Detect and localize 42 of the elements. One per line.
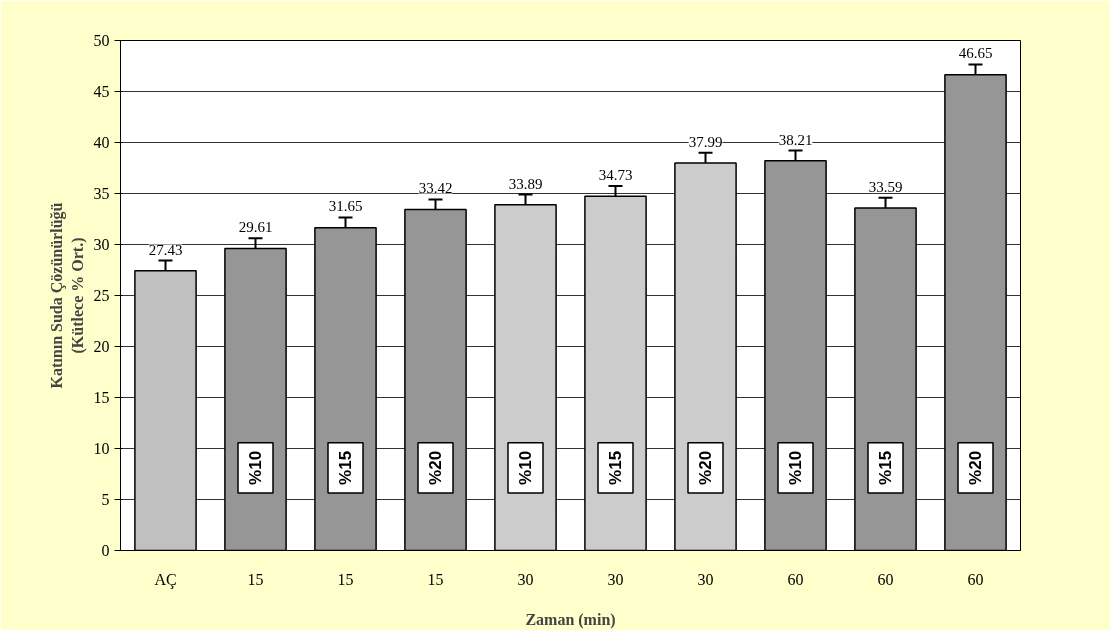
y-tick-label: 0 [101,542,110,559]
data-label: 33.59 [868,178,903,195]
data-label: 27.43 [148,241,183,258]
data-label: 37.99 [688,133,723,150]
x-tick-label: 15 [247,570,264,588]
annotation: %20 [966,450,985,485]
x-tick-label: 30 [517,570,534,588]
x-tick-label: 15 [337,570,354,588]
y-tick-label: 10 [93,440,110,457]
x-tick-label: AÇ [154,570,177,589]
x-tick-label: 60 [787,570,804,588]
data-label: 34.73 [598,167,633,184]
y-tick-label: 30 [93,236,110,253]
x-tick-label: 60 [967,570,984,588]
annotation: %15 [606,450,625,485]
data-label: 46.65 [958,45,993,62]
y-tick-label: 35 [93,185,110,202]
annotation: %15 [336,450,355,485]
data-label: 29.61 [238,219,273,236]
annotation: %10 [516,450,535,485]
annotation: %15 [876,450,895,485]
y-tick-label: 15 [93,389,110,406]
y-tick-label: 40 [93,134,110,151]
annotation: %20 [426,450,445,485]
y-axis-title: Katının Suda Çözünürlüğü (Kütlece % Ort.) [48,202,87,389]
data-label: 33.89 [508,175,543,192]
annotation: %10 [246,450,265,485]
y-tick-label: 5 [101,491,110,508]
data-label: 33.42 [418,180,453,197]
y-tick-label: 50 [93,32,110,49]
data-label: 31.65 [328,198,363,215]
x-tick-label: 30 [697,570,714,588]
y-tick-label: 45 [93,83,110,100]
x-tick-label: 15 [427,570,444,588]
x-tick-label: 60 [877,570,894,588]
y-tick-label: 20 [93,338,110,355]
y-tick-label: 25 [93,287,110,304]
annotation: %10 [786,450,805,485]
data-label: 38.21 [778,131,813,148]
x-tick-label: 30 [607,570,624,588]
annotation: %20 [696,450,715,485]
x-axis-title: Zaman (min) [525,610,616,629]
